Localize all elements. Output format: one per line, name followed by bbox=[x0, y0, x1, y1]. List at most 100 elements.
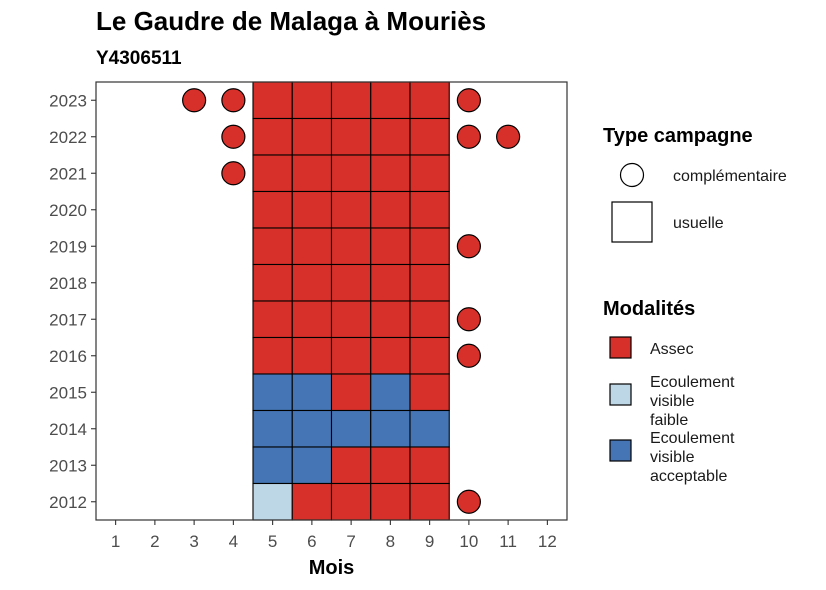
cell-2017-5 bbox=[252, 300, 293, 339]
y-tick-label: 2022 bbox=[49, 128, 87, 147]
legend: Type campagne complémentaire usuelle Mod… bbox=[603, 125, 787, 485]
x-tick-label: 8 bbox=[386, 532, 395, 551]
cell-2018-9 bbox=[409, 263, 450, 302]
cell-2013-9 bbox=[409, 446, 450, 485]
cell-2015-9 bbox=[409, 373, 450, 412]
cell-2017-8 bbox=[370, 300, 411, 339]
cell-2014-8 bbox=[370, 409, 411, 448]
cell-2023-7 bbox=[330, 81, 372, 120]
point-2022-4 bbox=[221, 124, 246, 149]
y-tick-label: 2015 bbox=[49, 383, 87, 402]
point-2012-10 bbox=[456, 489, 481, 514]
cell-2017-9 bbox=[409, 300, 450, 339]
legend-label-modalite: acceptable bbox=[650, 468, 727, 485]
legend-swatch-2 bbox=[609, 439, 632, 462]
cell-2016-6 bbox=[291, 336, 333, 375]
cell-2012-9 bbox=[409, 482, 450, 521]
y-axis: 2023 2022 2021 2020 2019 2018 2017 2016 2015 2014… bbox=[49, 91, 96, 512]
legend-label-modalite: Ecoulement bbox=[650, 374, 735, 391]
cell-2015-7 bbox=[330, 373, 372, 412]
cell-2020-7 bbox=[330, 190, 372, 229]
cell-2015-6 bbox=[291, 373, 333, 412]
cell-2020-9 bbox=[409, 190, 450, 229]
cell-2014-7 bbox=[330, 409, 372, 448]
cell-2020-5 bbox=[252, 190, 293, 229]
cell-2018-6 bbox=[291, 263, 333, 302]
cell-2022-9 bbox=[409, 117, 450, 156]
y-tick-label: 2016 bbox=[49, 347, 87, 366]
x-tick-label: 2 bbox=[150, 532, 159, 551]
cell-2019-5 bbox=[252, 227, 293, 266]
complementaire-points bbox=[182, 88, 521, 514]
cell-2022-6 bbox=[291, 117, 333, 156]
x-axis-title: Mois bbox=[309, 557, 355, 579]
point-2022-11 bbox=[496, 124, 521, 149]
cell-2014-6 bbox=[291, 409, 333, 448]
point-2021-4 bbox=[221, 161, 246, 186]
x-tick-label: 10 bbox=[459, 532, 478, 551]
cell-2015-5 bbox=[252, 373, 293, 412]
cell-2016-5 bbox=[252, 336, 293, 375]
legend-swatch-1 bbox=[609, 383, 632, 406]
cell-2012-8 bbox=[370, 482, 411, 521]
point-2023-10 bbox=[456, 88, 481, 113]
cell-2012-6 bbox=[291, 482, 333, 521]
y-tick-label: 2020 bbox=[49, 201, 87, 220]
chart-title: Le Gaudre de Malaga à Mouriès bbox=[96, 6, 486, 36]
usuelle-cells bbox=[252, 81, 450, 521]
cell-2016-7 bbox=[330, 336, 372, 375]
cell-2013-8 bbox=[370, 446, 411, 485]
x-tick-label: 3 bbox=[189, 532, 198, 551]
cell-2021-5 bbox=[252, 154, 293, 193]
y-tick-label: 2018 bbox=[49, 274, 87, 293]
cell-2023-9 bbox=[409, 81, 450, 120]
cell-2021-9 bbox=[409, 154, 450, 193]
y-tick-label: 2014 bbox=[49, 420, 87, 439]
cell-2018-5 bbox=[252, 263, 293, 302]
y-tick-label: 2023 bbox=[49, 91, 87, 110]
cell-2013-6 bbox=[291, 446, 333, 485]
legend-label-modalite: faible bbox=[650, 412, 688, 429]
cell-2018-8 bbox=[370, 263, 411, 302]
cell-2021-6 bbox=[291, 154, 333, 193]
point-2016-10 bbox=[456, 343, 481, 368]
x-tick-label: 12 bbox=[538, 532, 557, 551]
cell-2012-7 bbox=[330, 482, 372, 521]
cell-2020-8 bbox=[370, 190, 411, 229]
legend-label-usuelle: usuelle bbox=[673, 215, 724, 232]
y-tick-label: 2013 bbox=[49, 456, 87, 475]
cell-2022-8 bbox=[370, 117, 411, 156]
cell-2018-7 bbox=[330, 263, 372, 302]
y-tick-label: 2019 bbox=[49, 237, 87, 256]
legend-modalites-title: Modalités bbox=[603, 298, 695, 320]
legend-swatch-0 bbox=[609, 336, 632, 359]
point-2023-3 bbox=[182, 88, 207, 113]
legend-square-symbol bbox=[611, 201, 653, 243]
y-tick-label: 2021 bbox=[49, 164, 87, 183]
cell-2012-5 bbox=[252, 482, 293, 521]
cell-2023-6 bbox=[291, 81, 333, 120]
point-2019-10 bbox=[456, 234, 481, 259]
cell-2014-5 bbox=[252, 409, 293, 448]
legend-label-modalite: visible bbox=[650, 449, 695, 466]
cell-2019-9 bbox=[409, 227, 450, 266]
chart-subtitle: Y4306511 bbox=[96, 48, 182, 69]
plot-panel-border bbox=[95, 81, 568, 521]
x-tick-label: 11 bbox=[499, 532, 517, 551]
point-2023-4 bbox=[221, 88, 246, 113]
x-axis: 1 2 3 4 5 6 7 8 9 10 11 12 bbox=[111, 520, 557, 551]
cell-2019-8 bbox=[370, 227, 411, 266]
x-tick-label: 9 bbox=[425, 532, 434, 551]
cell-2022-7 bbox=[330, 117, 372, 156]
point-2017-10 bbox=[456, 307, 481, 332]
x-tick-label: 5 bbox=[268, 532, 277, 551]
cell-2021-7 bbox=[330, 154, 372, 193]
cell-2017-6 bbox=[291, 300, 333, 339]
cell-2016-8 bbox=[370, 336, 411, 375]
cell-2021-8 bbox=[370, 154, 411, 193]
x-tick-label: 1 bbox=[111, 532, 120, 551]
y-tick-label: 2017 bbox=[49, 310, 87, 329]
legend-label-modalite: visible bbox=[650, 393, 695, 410]
cell-2016-9 bbox=[409, 336, 450, 375]
